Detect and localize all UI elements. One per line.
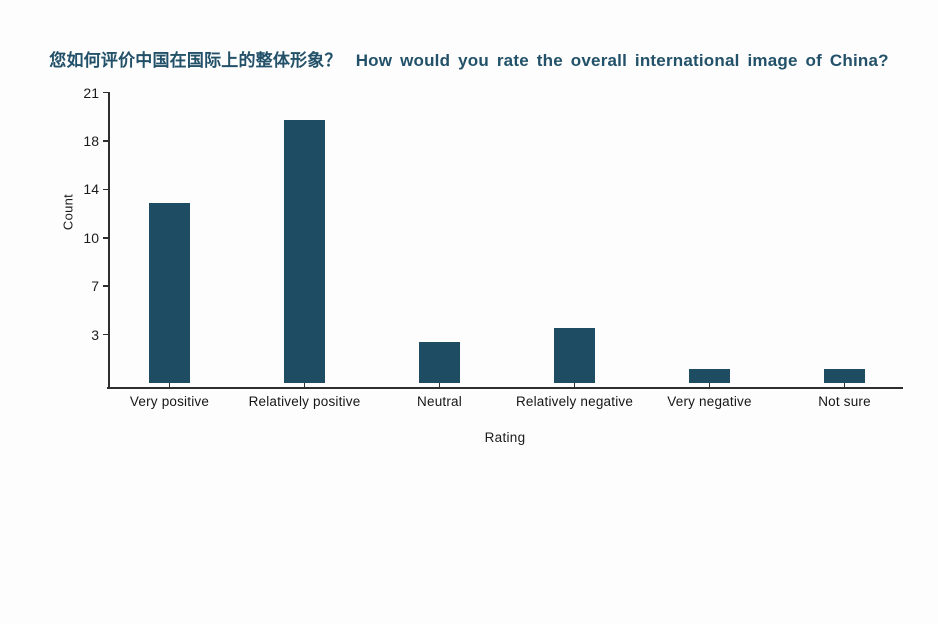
x-axis-title: Rating	[484, 430, 526, 445]
y-tick-mark	[103, 236, 108, 239]
y-tick-label: 10	[83, 229, 99, 246]
bar-not-sure	[824, 369, 865, 383]
x-tick-label: Very negative	[667, 394, 752, 409]
x-tick-label: Relatively negative	[515, 394, 634, 409]
chart-title-chinese: 您如何评价中国在国际上的整体形象？	[49, 51, 342, 70]
y-tick-label: 3	[91, 326, 99, 343]
y-tick-label: 14	[83, 181, 99, 198]
chart-title-english: How would you rate the overall internati…	[355, 51, 889, 70]
x-tick-mark	[708, 383, 711, 387]
x-tick-mark	[168, 383, 171, 387]
x-tick-mark	[843, 383, 846, 387]
bar-neutral	[419, 341, 460, 383]
bar-relatively-negative	[554, 327, 595, 383]
y-tick-mark	[103, 333, 108, 336]
x-tick-label: Neutral	[417, 394, 462, 409]
x-tick-mark	[573, 383, 576, 387]
y-tick-mark	[103, 285, 108, 287]
y-axis-title: Count	[60, 193, 76, 231]
x-axis-line	[107, 387, 903, 389]
x-tick-label: Very positive	[129, 394, 210, 409]
y-tick-mark	[103, 91, 108, 94]
bar-very-positive	[149, 203, 190, 383]
bar-relatively-positive	[284, 120, 325, 383]
chart-title: 您如何评价中国在国际上的整体形象？ How would you rate the …	[0, 46, 938, 71]
x-tick-label: Not sure	[818, 394, 871, 409]
bar-very-negative	[689, 369, 730, 383]
y-tick-label: 7	[91, 278, 99, 295]
y-axis-line	[108, 92, 110, 388]
x-tick-mark	[303, 383, 306, 387]
y-tick-mark	[103, 188, 108, 191]
x-tick-mark	[438, 383, 441, 387]
y-tick-mark	[103, 140, 108, 142]
y-tick-label: 18	[83, 132, 99, 149]
y-tick-label: 21	[83, 84, 99, 101]
x-tick-label: Relatively positive	[248, 394, 361, 409]
